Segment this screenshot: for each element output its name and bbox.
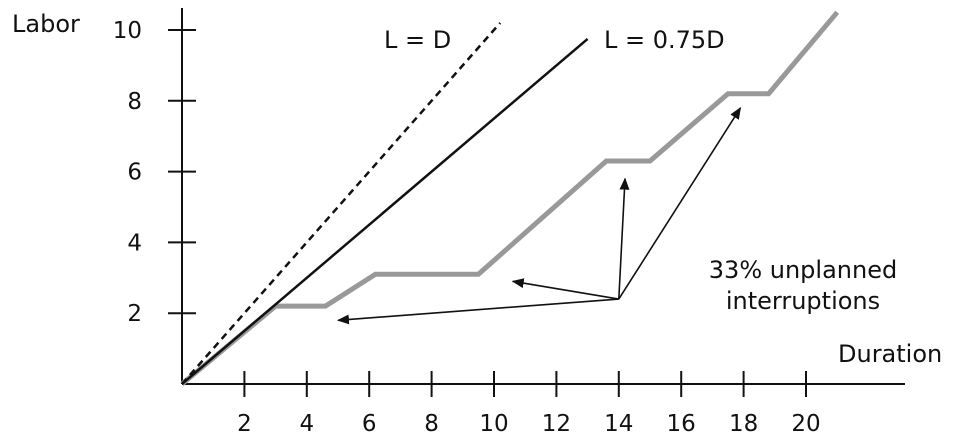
annotation-text-line-2: interruptions [726,287,880,315]
series-label-l-equals-075d: L = 0.75D [604,26,725,54]
y-tick-label: 2 [127,301,142,327]
x-tick-label: 20 [791,411,820,437]
series-line-actual-labor [180,10,840,386]
x-ticks: 2 4 6 8 10 12 14 16 18 20 [237,371,821,437]
x-tick-label: 12 [542,411,571,437]
annotation-arrow [511,278,619,300]
x-tick-label: 10 [479,411,508,437]
annotation-text-line-1: 33% unplanned [709,256,897,284]
y-ticks: 2 4 6 8 10 [113,18,196,327]
series-line-l-equals-d [181,22,502,385]
x-tick-label: 16 [667,411,696,437]
series-layer [180,10,840,386]
y-tick-label: 6 [127,160,142,186]
y-tick-label: 10 [113,18,142,44]
y-axis-title: Labor [12,10,80,38]
series-line-l-equals-075d [181,37,589,385]
annotation-arrow [618,107,742,300]
x-axis-title: Duration [838,340,942,368]
axes [181,8,905,385]
y-tick-label: 4 [127,230,142,256]
x-tick-label: 6 [362,411,377,437]
x-tick-label: 2 [237,411,252,437]
annotation-arrow [337,298,619,325]
x-tick-label: 14 [604,411,633,437]
x-tick-label: 4 [299,411,314,437]
annotation-arrow [618,177,630,300]
x-tick-label: 18 [729,411,758,437]
y-tick-label: 8 [127,89,142,115]
annotation-layer: 33% unplanned interruptions [337,107,897,325]
series-label-l-equals-d: L = D [384,26,451,54]
x-tick-label: 8 [424,411,439,437]
